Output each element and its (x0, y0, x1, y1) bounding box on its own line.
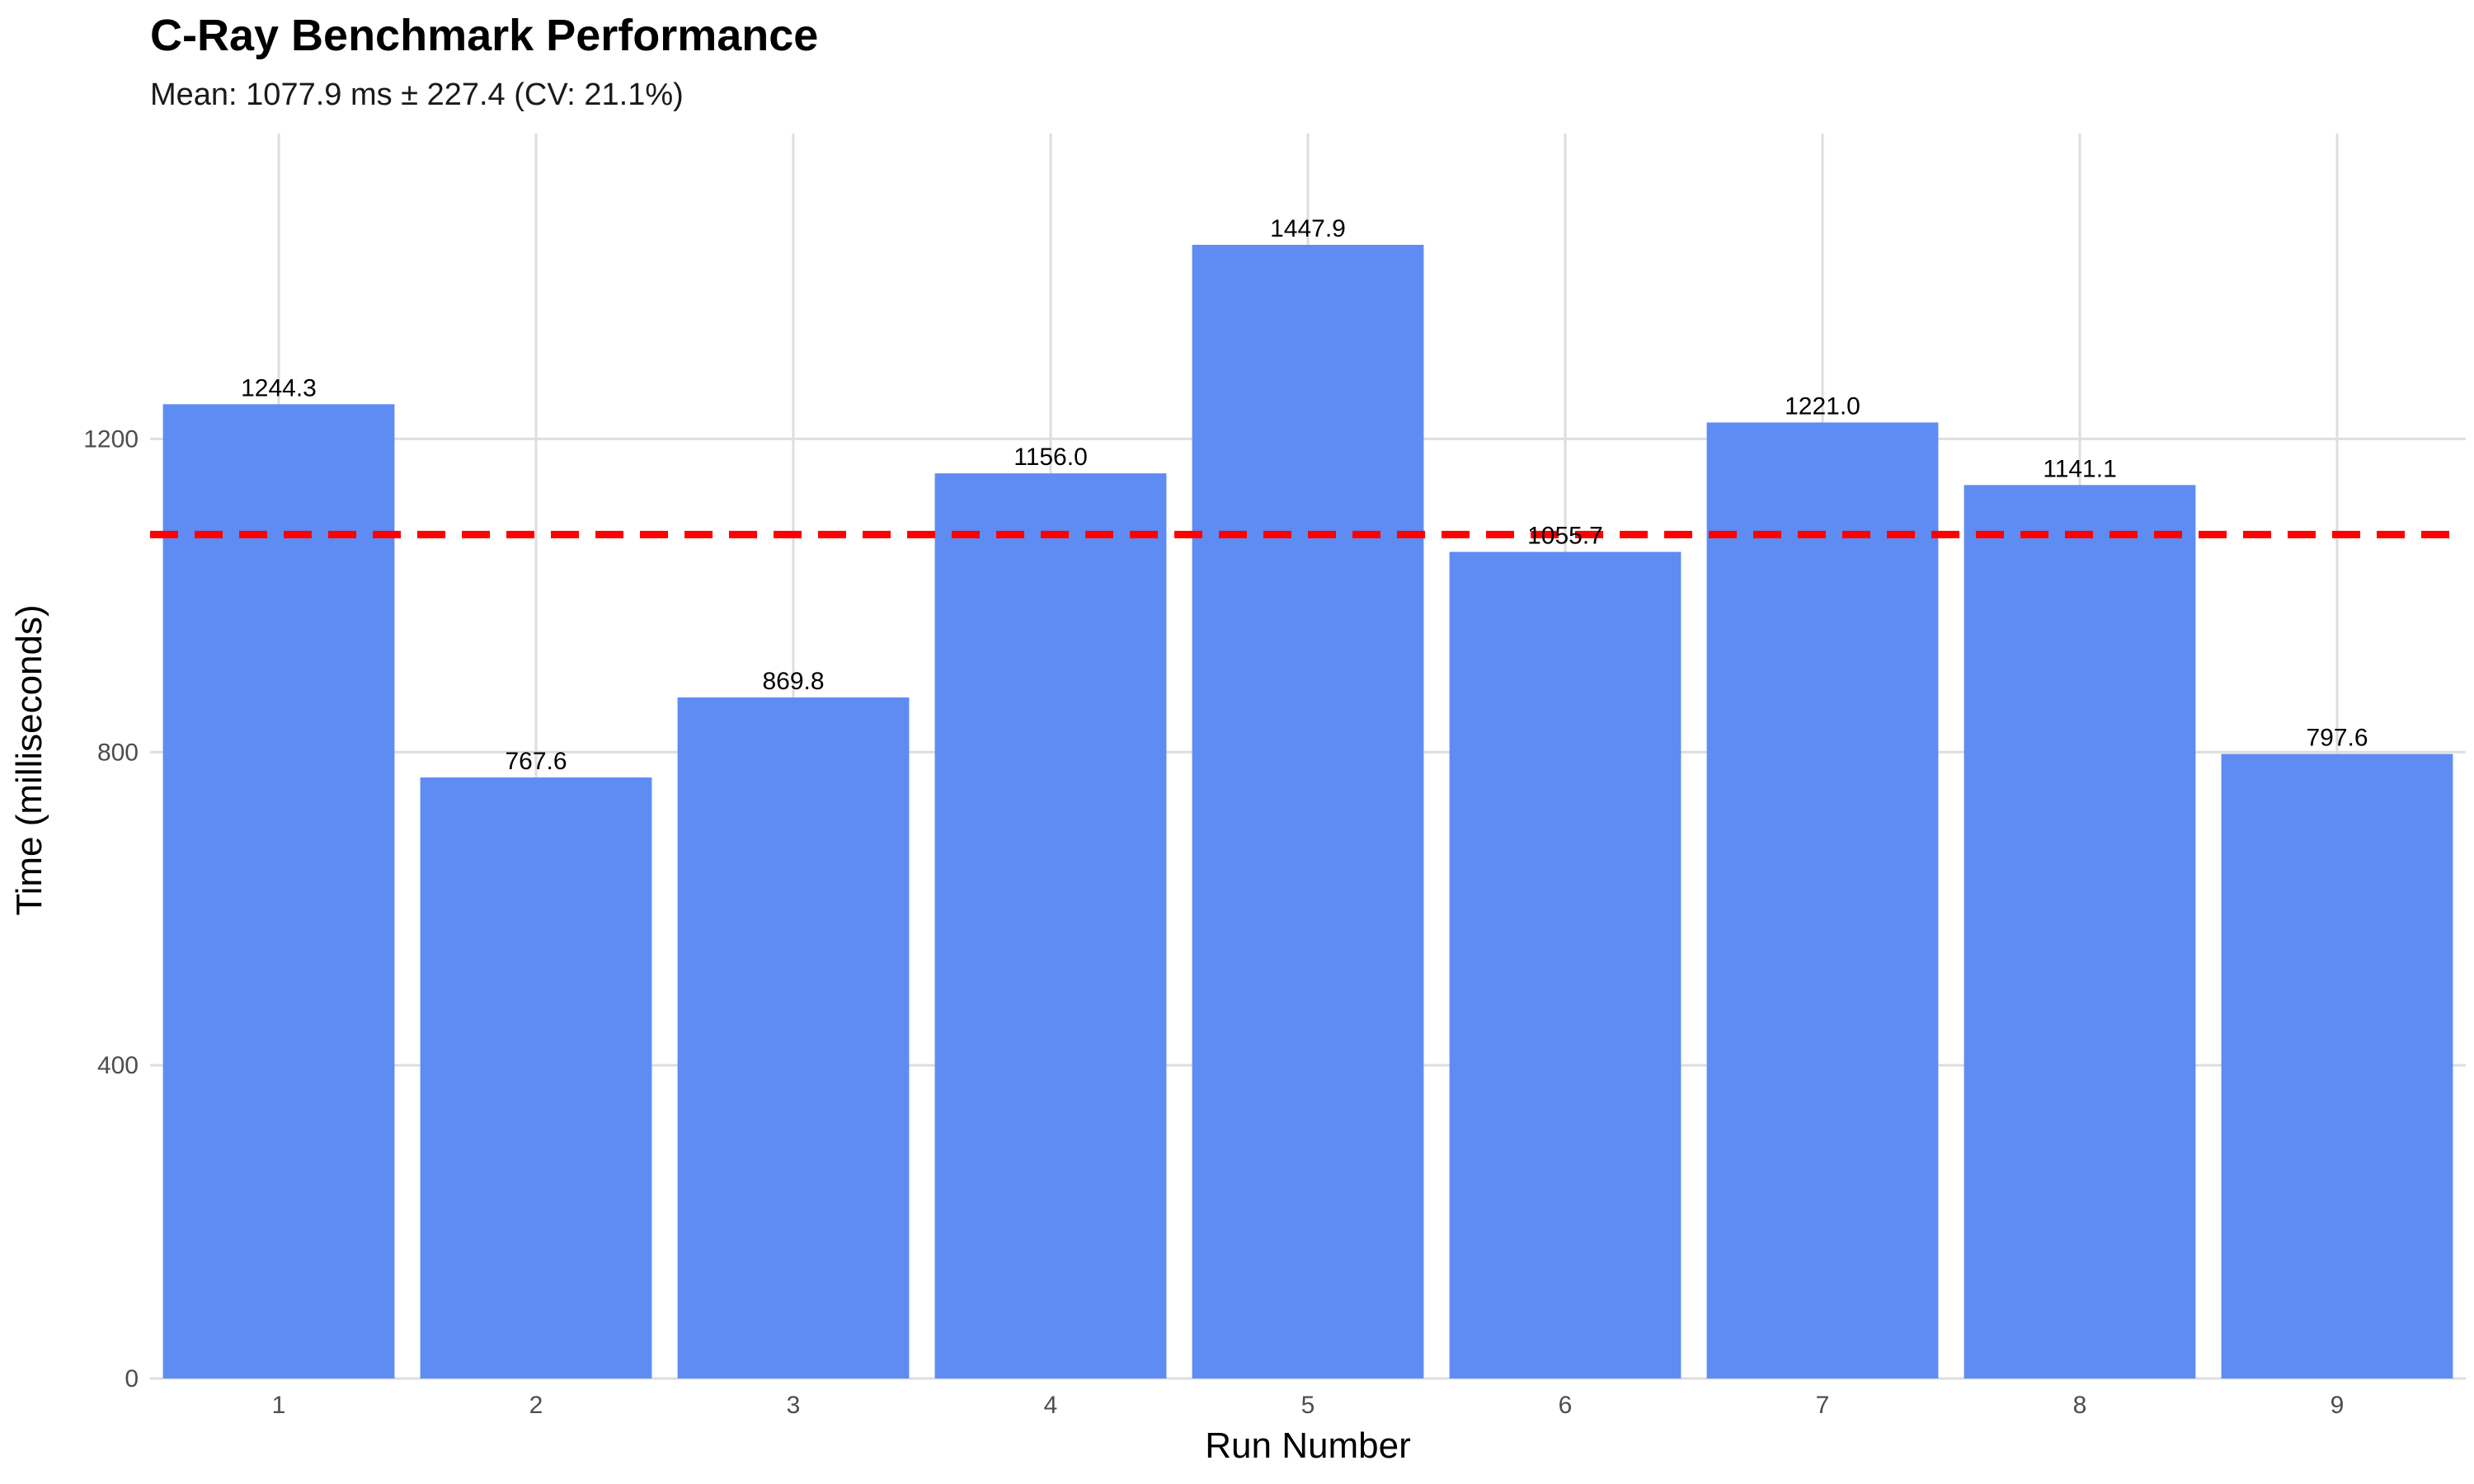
data-label-run-6: 1055.7 (1527, 522, 1603, 549)
x-tick-label: 6 (1559, 1392, 1573, 1419)
x-tick-label: 5 (1301, 1392, 1315, 1419)
x-tick-label: 2 (529, 1392, 543, 1419)
data-label-run-4: 1156.0 (1014, 444, 1088, 471)
x-tick-label: 8 (2073, 1392, 2087, 1419)
x-axis-title: Run Number (1205, 1425, 1410, 1466)
chart-subtitle: Mean: 1077.9 ms ± 227.4 (CV: 21.1%) (150, 77, 684, 112)
chart-title: C-Ray Benchmark Performance (150, 11, 819, 60)
data-labels: 1244.3 767.6 869.8 1156.0 1447.9 1055.7 1221.0… (241, 215, 2368, 775)
data-label-run-3: 869.8 (762, 668, 824, 695)
bar-run-6 (1449, 552, 1681, 1378)
bar-run-5 (1192, 244, 1424, 1378)
data-label-run-5: 1447.9 (1270, 215, 1346, 242)
y-tick-label: 0 (125, 1365, 139, 1392)
bar-run-8 (1964, 485, 2196, 1378)
y-axis-title: Time (milliseconds) (9, 604, 49, 915)
y-tick-label: 1200 (83, 425, 139, 453)
x-tick-label: 7 (1816, 1392, 1830, 1419)
data-label-run-8: 1141.1 (2043, 455, 2117, 482)
data-label-run-9: 797.6 (2306, 725, 2368, 752)
x-tick-label: 4 (1044, 1392, 1058, 1419)
y-tick-label: 400 (97, 1052, 139, 1079)
data-label-run-2: 767.6 (505, 748, 567, 775)
data-label-run-1: 1244.3 (241, 374, 317, 402)
bar-run-2 (420, 777, 652, 1378)
bar-run-3 (677, 697, 910, 1378)
x-tick-label: 9 (2331, 1392, 2345, 1419)
x-tick-label: 3 (787, 1392, 801, 1419)
axis-labels: 0 400 800 1200 1 2 3 4 5 6 7 8 9 (83, 425, 2344, 1419)
data-label-run-7: 1221.0 (1785, 392, 1860, 420)
bar-run-7 (1706, 422, 1939, 1378)
bars (162, 244, 2453, 1378)
bar-run-1 (162, 404, 395, 1378)
y-tick-label: 800 (97, 739, 139, 766)
bar-run-9 (2221, 754, 2453, 1378)
bar-run-4 (934, 473, 1167, 1378)
x-tick-label: 1 (272, 1392, 286, 1419)
